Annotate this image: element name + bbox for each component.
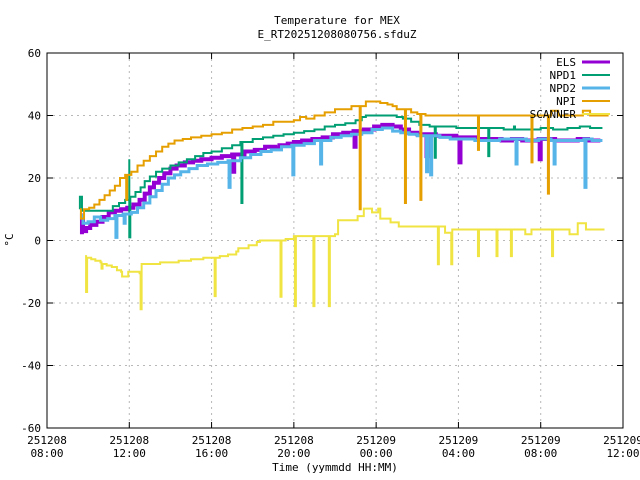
series-scanner-line <box>85 207 605 311</box>
legend-item-npi: NPI <box>556 95 610 108</box>
legend-item-scanner: SCANNER <box>530 108 610 121</box>
legend-label: SCANNER <box>530 108 577 121</box>
x-tick-label-date: 251208 <box>274 434 314 447</box>
legend-label: NPI <box>556 95 576 108</box>
x-tick-label-time: 08:00 <box>524 447 557 460</box>
x-tick-label-time: 04:00 <box>442 447 475 460</box>
y-tick-label: -20 <box>21 297 41 310</box>
series-els-line <box>79 122 601 235</box>
y-axis-label: °C <box>3 233 16 246</box>
series-npd2-line <box>81 126 603 239</box>
axis-tick-labels: 6040200-20-40-6025120808:0025120812:0025… <box>21 47 640 460</box>
chart-title: Temperature for MEX <box>274 14 400 27</box>
x-tick-label-time: 00:00 <box>360 447 393 460</box>
legend-item-npd1: NPD1 <box>550 69 610 82</box>
legend-label: NPD1 <box>550 69 577 82</box>
legend-item-els: ELS <box>556 56 610 69</box>
x-tick-label-date: 251208 <box>192 434 232 447</box>
x-tick-label-date: 251209 <box>356 434 396 447</box>
legend-label: NPD2 <box>550 82 577 95</box>
y-tick-label: 60 <box>28 47 41 60</box>
series-npd1-line <box>78 114 603 239</box>
x-tick-label-time: 12:00 <box>606 447 639 460</box>
x-tick-label-date: 251209 <box>521 434 561 447</box>
x-tick-label-time: 16:00 <box>195 447 228 460</box>
x-tick-label-time: 08:00 <box>30 447 63 460</box>
y-tick-label: -40 <box>21 360 41 373</box>
x-axis-label: Time (yymmdd HH:MM) <box>272 461 398 474</box>
grid-lines <box>47 53 623 428</box>
data-series <box>78 100 609 311</box>
chart-subtitle: E_RT20251208080756.sfduZ <box>258 28 417 41</box>
x-tick-label-time: 20:00 <box>277 447 310 460</box>
x-tick-label-time: 12:00 <box>113 447 146 460</box>
y-tick-label: 0 <box>34 235 41 248</box>
x-tick-label-date: 251209 <box>603 434 640 447</box>
x-tick-label-date: 251208 <box>109 434 149 447</box>
x-tick-label-date: 251208 <box>27 434 67 447</box>
y-tick-label: -60 <box>21 422 41 435</box>
legend-label: ELS <box>556 56 576 69</box>
y-tick-label: 40 <box>28 110 41 123</box>
y-tick-label: 20 <box>28 172 41 185</box>
x-tick-label-date: 251209 <box>439 434 479 447</box>
series-npi-line <box>79 100 609 220</box>
legend-item-npd2: NPD2 <box>550 82 610 95</box>
axis-ticks <box>46 52 624 429</box>
